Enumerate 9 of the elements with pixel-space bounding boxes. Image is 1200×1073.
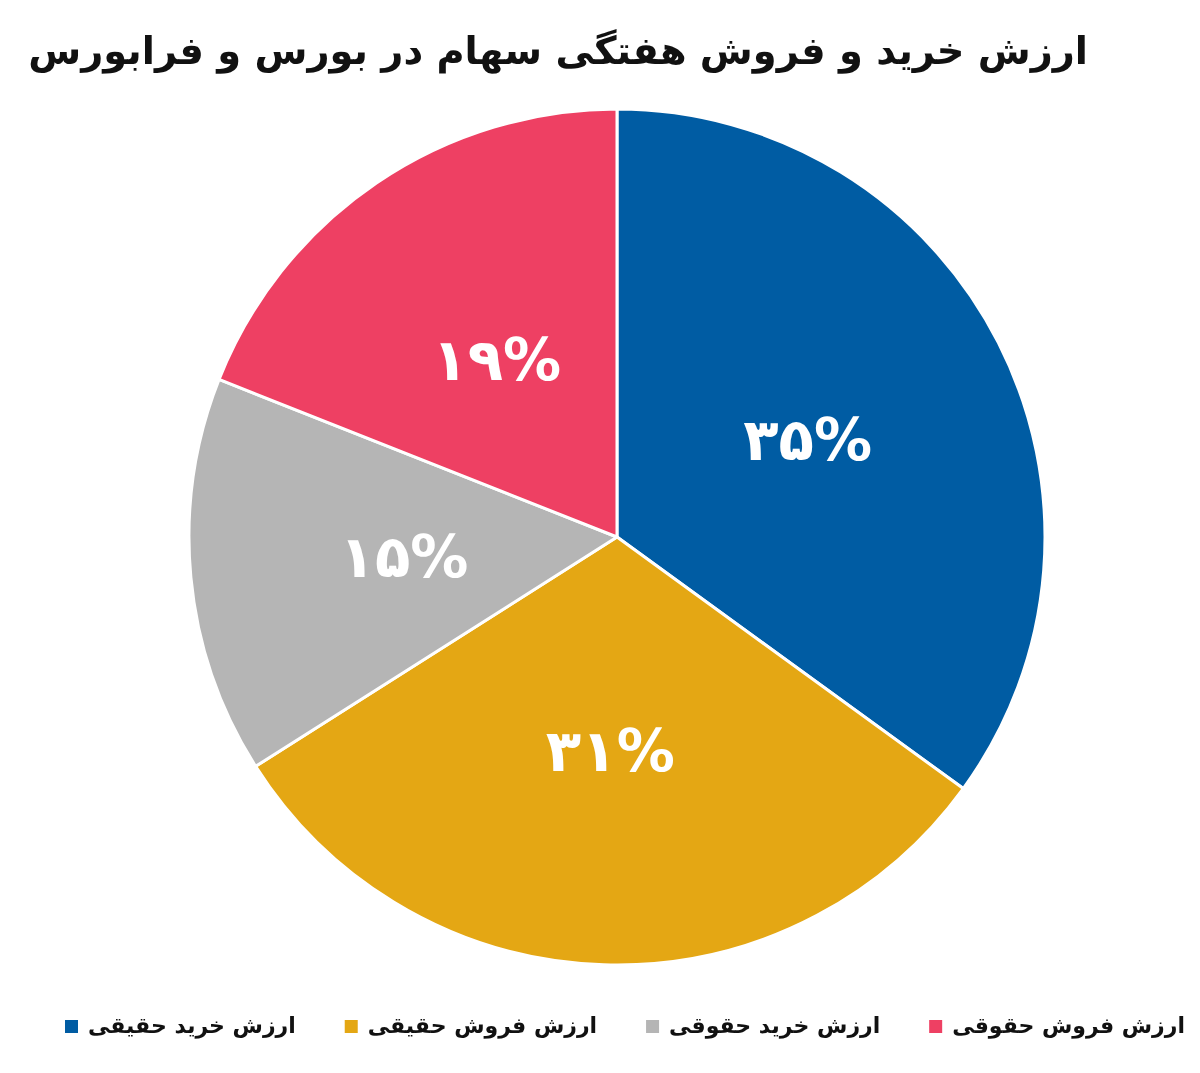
data-label: ۱۵%	[339, 523, 469, 592]
legend-label: ارزش فروش حقیقی	[367, 1013, 598, 1039]
data-label: ۳۱%	[545, 716, 675, 785]
legend-label: ارزش خرید حقوقی	[669, 1013, 881, 1039]
data-label: ۱۹%	[432, 326, 562, 394]
data-label: ۳۵%	[743, 405, 873, 474]
legend-label: ارزش فروش حقوقی	[952, 1013, 1185, 1039]
chart-title: ارزش خرید و فروش هفتگی سهام در بورس و فرابورس	[28, 28, 1088, 74]
legend-label: ارزش خرید حقیقی	[88, 1013, 296, 1039]
